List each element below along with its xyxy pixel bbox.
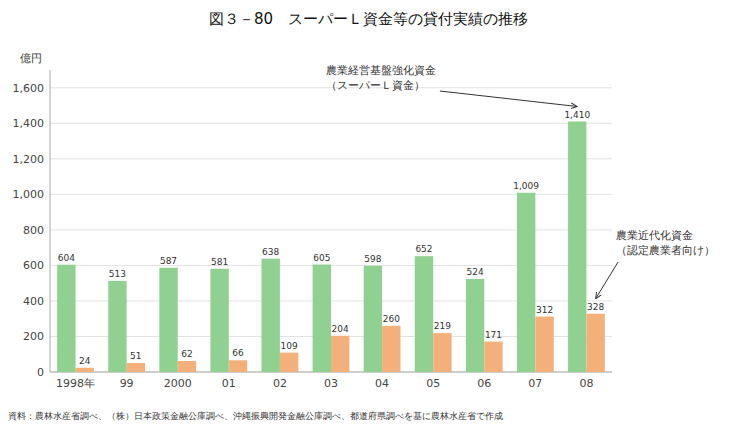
data-label: 219: [434, 321, 451, 331]
x-tick-label: 03: [324, 377, 338, 390]
y-tick-label: 1,200: [13, 153, 45, 166]
data-label: 171: [485, 330, 502, 340]
bar: [262, 259, 280, 372]
annotation-text: 農業経営基盤強化資金: [326, 64, 436, 77]
x-tick-label: 07: [528, 377, 542, 390]
y-tick-label: 200: [23, 330, 44, 343]
x-tick-label: 2000: [164, 377, 192, 390]
bar: [433, 333, 451, 372]
annotation-arrow: [596, 262, 618, 299]
x-tick-label: 1998年: [56, 377, 95, 390]
bar: [415, 256, 433, 372]
bar: [535, 317, 553, 372]
bar: [178, 361, 196, 372]
data-label: 312: [536, 305, 553, 315]
y-tick-label: 1,000: [13, 188, 45, 201]
bar: [57, 265, 75, 372]
data-label: 51: [130, 351, 141, 361]
chart: 図３－80 スーパーＬ資金等の貸付実績の推移 0 200 400 600 800 1,000…: [0, 0, 737, 426]
data-label: 581: [211, 257, 228, 267]
data-label: 524: [466, 267, 483, 277]
data-label: 204: [332, 324, 349, 334]
data-label: 605: [313, 253, 330, 263]
bar: [108, 281, 126, 372]
bar: [76, 368, 94, 372]
annotation-text: （スーパーＬ資金）: [326, 79, 425, 92]
grid: [50, 88, 612, 372]
bar: [229, 360, 247, 372]
data-label: 1,009: [513, 181, 539, 191]
bar: [331, 336, 349, 372]
title: 図３－80 スーパーＬ資金等の貸付実績の推移: [209, 10, 528, 28]
y-tick-label: 1,400: [13, 117, 45, 130]
data-label: 604: [58, 253, 75, 263]
x-tick-label: 06: [477, 377, 491, 390]
y-axis-label: 億円: [20, 52, 42, 65]
bars: [57, 122, 605, 372]
footer: 資料：農林水産省調べ、（株）日本政策金融公庫調べ、沖縄振興開発金融公庫調べ、都道…: [8, 411, 503, 421]
x-tick-label: 02: [273, 377, 287, 390]
data-label: 66: [232, 348, 244, 358]
bar: [159, 268, 177, 372]
data-label: 62: [181, 349, 192, 359]
bar: [127, 363, 145, 372]
grid-line: [50, 123, 612, 124]
bar: [313, 265, 331, 372]
y-tick-label: 0: [37, 366, 44, 379]
bar: [586, 314, 604, 372]
bar: [210, 269, 228, 372]
grid-line: [50, 158, 612, 159]
y-tick-label: 600: [23, 259, 44, 272]
bar: [484, 342, 502, 372]
bar: [568, 122, 586, 372]
data-label: 587: [160, 256, 177, 266]
x-tick-label: 08: [579, 377, 593, 390]
y-tick-label: 400: [23, 295, 44, 308]
data-label: 638: [262, 247, 279, 257]
data-label: 109: [281, 341, 298, 351]
x-tick-label: 05: [426, 377, 440, 390]
x-tick-label: 99: [120, 377, 134, 390]
bar: [517, 193, 535, 372]
data-label: 260: [383, 314, 400, 324]
data-label: 598: [364, 254, 381, 264]
bar: [382, 326, 400, 372]
y-axis-line: [50, 70, 51, 372]
data-label: 328: [587, 302, 604, 312]
x-tick-label: 04: [375, 377, 389, 390]
bar: [280, 353, 298, 372]
bar: [466, 279, 484, 372]
y-tick-label: 1,600: [13, 82, 45, 95]
annotation-text: （認定農業者向け）: [616, 244, 715, 257]
annotation-text: 農業近代化資金: [616, 229, 693, 242]
y-tick-label: 800: [23, 224, 44, 237]
bar: [364, 266, 382, 372]
annotation-arrow: [440, 91, 577, 107]
x-tick-label: 01: [222, 377, 236, 390]
data-label: 513: [109, 269, 126, 279]
data-label: 652: [415, 244, 432, 254]
data-label: 1,410: [564, 110, 590, 120]
data-label: 24: [79, 356, 91, 366]
